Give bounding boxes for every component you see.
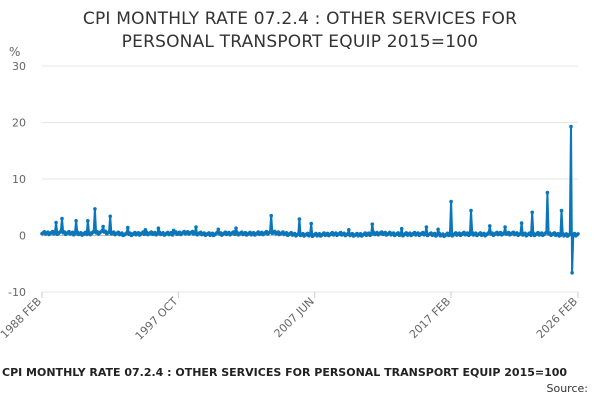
y-tick-label: 0 <box>19 230 26 243</box>
data-point <box>156 226 161 230</box>
data-point <box>101 224 105 229</box>
x-tick-label: 2007 JUN <box>272 295 317 340</box>
data-point <box>309 221 314 226</box>
data-point <box>93 207 97 211</box>
data-point <box>569 124 573 129</box>
data-point <box>568 232 572 236</box>
data-point <box>54 220 58 225</box>
data-point <box>545 190 550 195</box>
footer-caption: CPI MONTHLY RATE 07.2.4 : OTHER SERVICES… <box>2 366 568 379</box>
x-tick-label: 2026 FEB <box>534 295 580 341</box>
data-point <box>108 214 112 219</box>
data-point <box>424 225 429 229</box>
x-tick-label: 1988 FEB <box>0 295 44 341</box>
data-point <box>570 271 574 275</box>
data-point <box>488 224 492 228</box>
data-point <box>519 221 524 225</box>
data-point <box>297 217 302 221</box>
chart-title: CPI MONTHLY RATE 07.2.4 : OTHER SERVICES… <box>0 8 600 54</box>
footer-source: Source: <box>546 382 589 395</box>
series-line <box>41 125 579 274</box>
data-point <box>576 232 580 236</box>
data-point <box>530 210 534 215</box>
data-point <box>234 226 238 230</box>
data-point <box>559 208 564 213</box>
data-point <box>436 227 440 232</box>
data-point <box>469 208 473 213</box>
data-point <box>60 216 64 221</box>
data-point <box>503 225 507 229</box>
data-point <box>216 227 221 232</box>
x-tick-label: 2017 FEB <box>407 295 453 341</box>
data-point <box>369 232 373 237</box>
data-point <box>74 219 78 223</box>
x-tick-label: 1997 OCT <box>133 295 181 343</box>
y-tick-label: 20 <box>12 117 26 130</box>
data-point <box>399 226 404 231</box>
data-point <box>370 222 375 226</box>
y-tick-label: 10 <box>12 173 26 186</box>
y-unit-label: % <box>9 45 20 59</box>
data-point <box>194 225 198 229</box>
chart-title-line-2: PERSONAL TRANSPORT EQUIP 2015=100 <box>121 32 479 52</box>
data-point <box>269 213 274 218</box>
y-tick-label: 30 <box>12 60 26 73</box>
data-point <box>347 228 351 232</box>
chart-title-line-1: CPI MONTHLY RATE 07.2.4 : OTHER SERVICES… <box>82 9 518 29</box>
data-point <box>449 199 453 204</box>
data-point <box>86 219 90 223</box>
y-tick-label: -10 <box>8 286 26 299</box>
data-point <box>126 225 130 230</box>
